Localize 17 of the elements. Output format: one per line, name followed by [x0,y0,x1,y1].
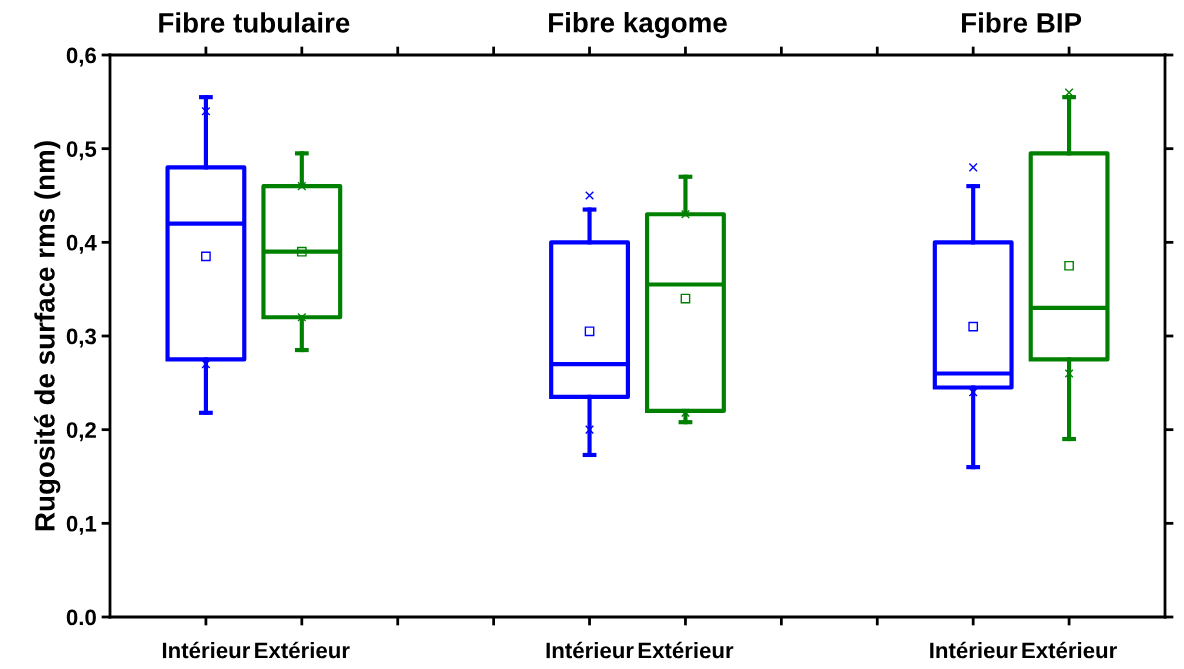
x-tick-label: Extérieur [1022,641,1117,659]
y-tick-label: 0,3 [66,328,97,348]
text: Fibre BIP [962,12,1082,33]
y-tick-label: 0,1 [66,515,97,535]
x-tick-label: Extérieur [255,641,350,659]
x-tick-label: Intérieur [162,641,251,659]
y-tick-label: 0,6 [66,47,97,67]
text: Fibre kagome [549,12,727,39]
text: Fibre tubulaire [159,12,350,33]
y-tick-label: 0,5 [66,141,97,161]
x-tick-label: Intérieur [930,641,1018,659]
y-tick-label: 0.0 [66,609,96,626]
y-tick-label: 0,2 [66,422,96,442]
y-axis-title: Rugosité de surface rms (nm) [34,141,61,531]
x-tick-label: Extérieur [638,641,734,659]
y-tick-label: 0,4 [66,234,97,254]
x-tick-label: Intérieur [546,641,634,659]
